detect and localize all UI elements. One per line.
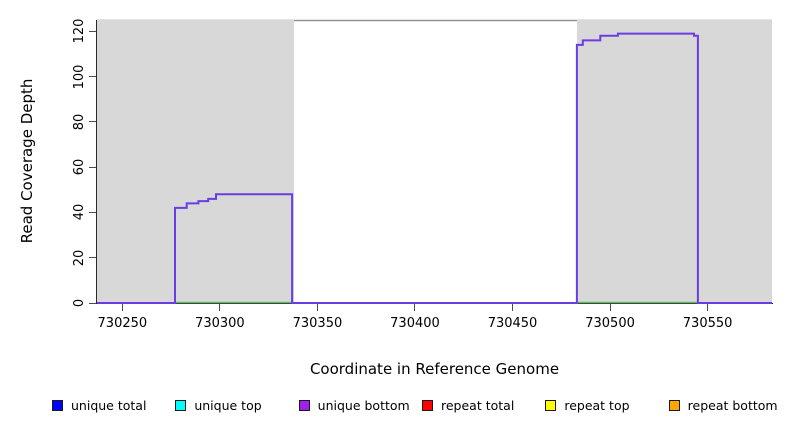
y-tick-mark <box>89 121 96 123</box>
y-tick-label-text: 0 <box>71 298 87 308</box>
y-tick-label-text: 20 <box>71 249 87 266</box>
x-tick-mark <box>414 304 416 311</box>
y-tick-label-text: 100 <box>71 64 87 89</box>
y-tick-mark <box>89 30 96 32</box>
legend-swatch-repeat-bottom <box>668 400 680 411</box>
legend-item: repeat bottom <box>668 398 792 413</box>
y-tick-label-text: 120 <box>71 18 87 44</box>
legend-label: repeat top <box>564 398 630 413</box>
y-tick-mark <box>89 257 96 259</box>
x-tick-label: 730550 <box>682 316 733 331</box>
legend-swatch-repeat-total <box>422 400 433 411</box>
coverage-line <box>97 32 772 304</box>
y-tick-label-text: 60 <box>71 158 87 176</box>
legend-label: unique bottom <box>317 398 410 413</box>
legend-label: unique total <box>71 398 147 413</box>
legend-label: unique top <box>194 398 262 413</box>
x-tick-label: 730250 <box>97 316 148 331</box>
legend: unique total unique top unique bottom repea… <box>52 398 792 413</box>
y-axis-title-text: Read Coverage Depth <box>18 78 36 244</box>
y-tick-mark <box>89 166 96 168</box>
x-tick-mark <box>512 304 514 311</box>
y-axis-line <box>96 20 97 304</box>
legend-swatch-unique-total <box>52 400 63 411</box>
x-tick-label: 730400 <box>390 316 440 331</box>
x-tick-label: 730300 <box>195 316 245 331</box>
x-tick-label: 730450 <box>487 316 538 331</box>
legend-item: unique top <box>175 398 298 413</box>
x-tick-mark <box>609 304 611 311</box>
legend-item: unique bottom <box>298 398 422 413</box>
x-tick-mark <box>121 304 123 311</box>
legend-swatch-unique-bottom <box>298 400 310 411</box>
y-tick-label-text: 80 <box>71 113 87 131</box>
plot-area <box>97 19 772 304</box>
x-axis-title: Coordinate in Reference Genome <box>309 360 560 378</box>
legend-label: repeat total <box>441 398 515 413</box>
highlight-region <box>97 20 295 303</box>
legend-item: repeat top <box>545 398 668 413</box>
legend-swatch-repeat-top <box>545 400 557 411</box>
highlight-region <box>576 20 772 303</box>
legend-item: unique total <box>52 398 175 413</box>
x-tick-mark <box>219 304 221 311</box>
y-tick-mark <box>89 76 96 78</box>
x-tick-label: 730500 <box>585 316 635 331</box>
x-tick-mark <box>316 304 318 311</box>
x-tick-label: 730350 <box>292 316 343 331</box>
y-tick-mark <box>89 211 96 213</box>
legend-label: repeat bottom <box>687 398 778 413</box>
legend-swatch-unique-top <box>175 400 187 411</box>
coverage-chart-canvas <box>97 19 772 304</box>
y-tick-mark <box>89 302 96 304</box>
y-tick-label-text: 40 <box>71 204 87 221</box>
legend-item: repeat total <box>422 398 545 413</box>
x-tick-mark <box>707 304 709 311</box>
